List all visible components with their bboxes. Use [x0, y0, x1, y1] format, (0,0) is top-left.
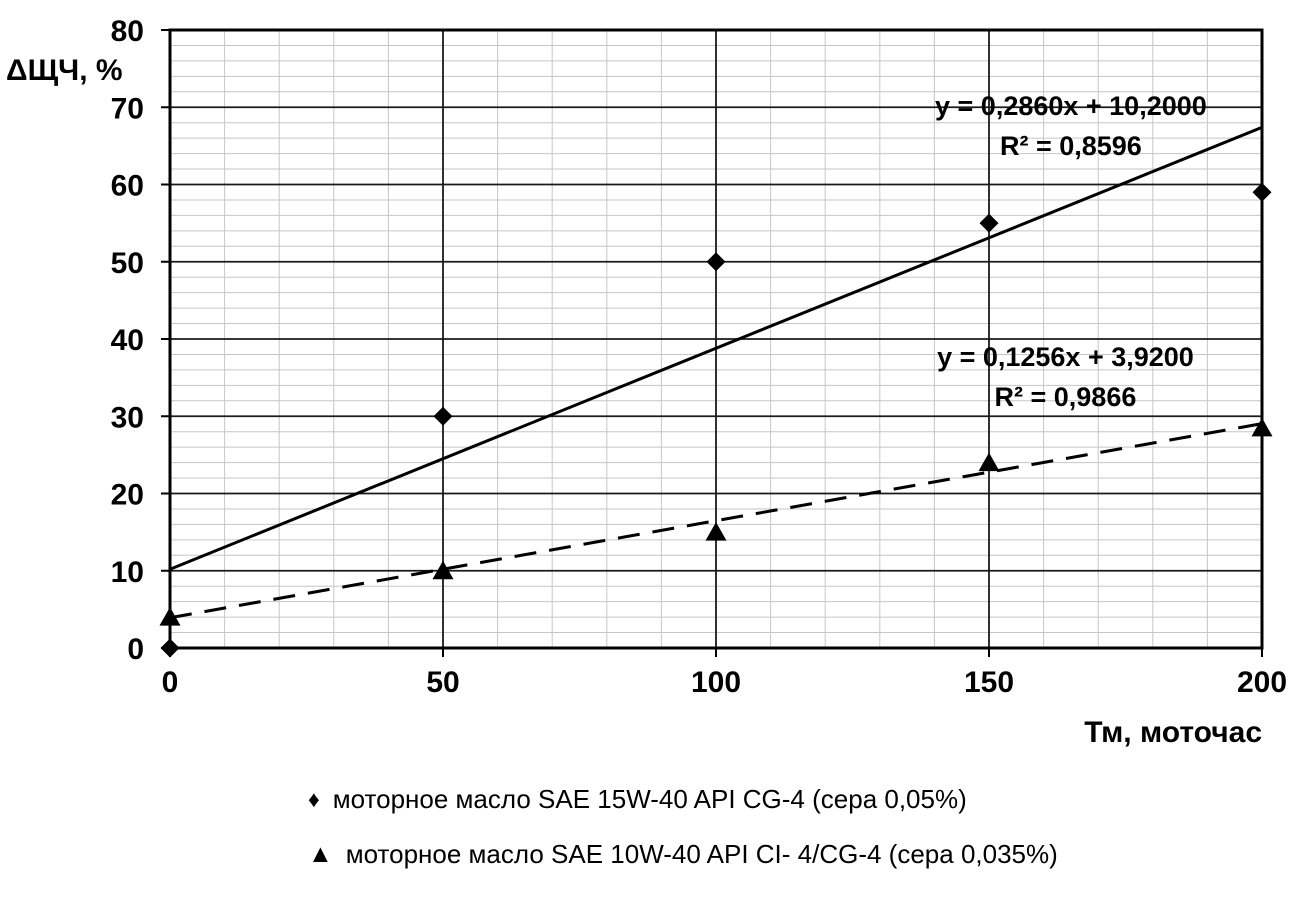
- svg-text:R² = 0,8596: R² = 0,8596: [1000, 131, 1142, 161]
- legend-label-sae-10w40: моторное масло SAE 10W-40 API CI- 4/CG-4…: [345, 839, 1058, 869]
- svg-text:50: 50: [111, 247, 144, 280]
- svg-text:0: 0: [162, 666, 179, 699]
- svg-text:70: 70: [111, 92, 144, 125]
- svg-text:R² = 0,9866: R² = 0,9866: [995, 382, 1137, 412]
- svg-text:40: 40: [111, 324, 144, 357]
- svg-text:80: 80: [111, 15, 144, 48]
- svg-text:y = 0,1256x + 3,9200: y = 0,1256x + 3,9200: [937, 342, 1194, 372]
- svg-text:200: 200: [1237, 666, 1287, 699]
- legend-item-sae-10w40: ▲ моторное масло SAE 10W-40 API CI- 4/CG…: [308, 839, 1313, 869]
- svg-text:0: 0: [127, 633, 144, 666]
- legend-label-sae-15w40: моторное масло SAE 15W-40 API CG-4 (сера…: [332, 784, 967, 814]
- svg-text:10: 10: [111, 556, 144, 589]
- svg-text:50: 50: [426, 666, 459, 699]
- triangle-marker-icon: ▲: [308, 839, 333, 868]
- svg-text:ΔЩЧ, %: ΔЩЧ, %: [6, 54, 123, 87]
- svg-text:150: 150: [964, 666, 1014, 699]
- svg-text:Тм, моточас: Тм, моточас: [1084, 716, 1262, 749]
- legend-item-sae-15w40: ♦ моторное масло SAE 15W-40 API CG-4 (се…: [308, 784, 1313, 814]
- svg-text:30: 30: [111, 401, 144, 434]
- svg-text:100: 100: [691, 666, 741, 699]
- svg-text:20: 20: [111, 479, 144, 512]
- diamond-marker-icon: ♦: [308, 785, 320, 812]
- svg-text:y = 0,2860x + 10,2000: y = 0,2860x + 10,2000: [935, 91, 1207, 121]
- chart-legend: ♦ моторное масло SAE 15W-40 API CG-4 (се…: [308, 784, 1313, 869]
- svg-text:60: 60: [111, 170, 144, 203]
- scatter-chart: 0 10 20 30 40 50 60 70 80 0 50 100 150 200 ΔЩЧ, % Тм, м…: [6, 15, 1287, 749]
